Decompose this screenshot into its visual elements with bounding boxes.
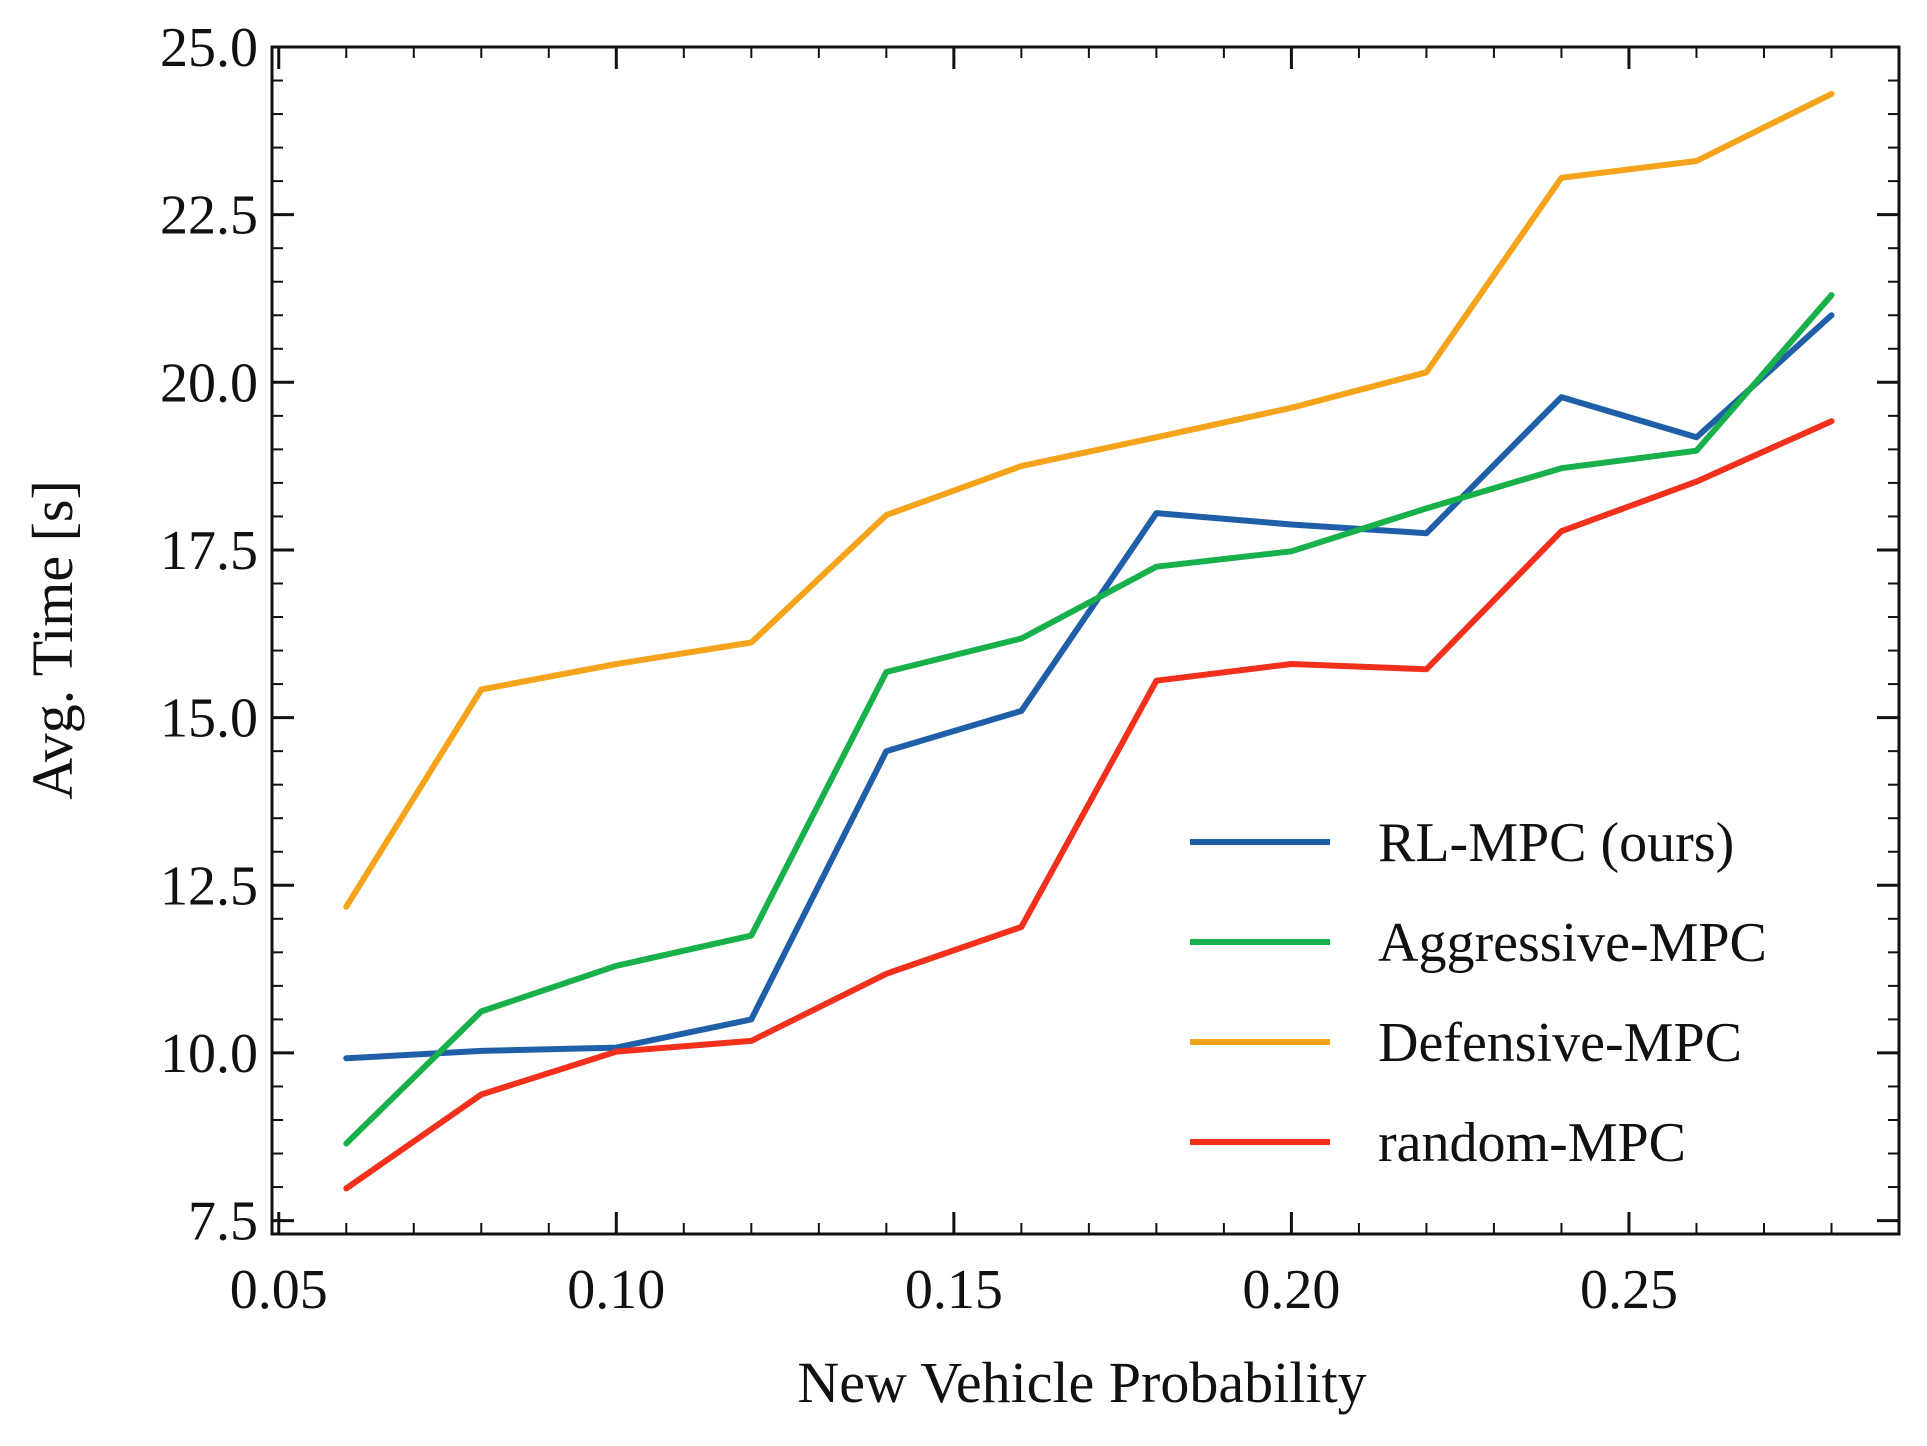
y-tick-labels: 7.5 10.0 12.5 15.0 17.5 20.0 22.5 25.0 bbox=[160, 17, 258, 1253]
y-tick-label-4: 17.5 bbox=[160, 520, 258, 582]
series-line-rl-mpc-ours bbox=[343, 312, 1835, 1062]
plot-frame bbox=[270, 45, 1901, 1236]
y-tick-label-7: 25.0 bbox=[160, 17, 258, 79]
y-tick-label-0: 7.5 bbox=[188, 1191, 258, 1253]
minor-ticks bbox=[272, 47, 1899, 1234]
series-layer bbox=[343, 90, 1835, 1192]
y-tick-label-3: 15.0 bbox=[160, 688, 258, 750]
series-line-defensive-mpc bbox=[343, 90, 1835, 910]
legend: RL-MPC (ours) Aggressive-MPC Defensive-MPC… bbox=[1190, 812, 1767, 1174]
legend-label-0: RL-MPC (ours) bbox=[1378, 812, 1734, 874]
legend-label-2: Defensive-MPC bbox=[1378, 1012, 1742, 1074]
y-tick-label-1: 10.0 bbox=[160, 1023, 258, 1085]
x-tick-label-4: 0.25 bbox=[1580, 1259, 1678, 1321]
legend-label-3: random-MPC bbox=[1378, 1112, 1686, 1174]
legend-label-1: Aggressive-MPC bbox=[1378, 912, 1767, 974]
y-tick-label-2: 12.5 bbox=[160, 855, 258, 917]
x-axis-title: New Vehicle Probability bbox=[797, 1350, 1366, 1415]
series-line-aggressive-mpc bbox=[343, 292, 1835, 1147]
y-axis-title: Avg. Time [s] bbox=[20, 480, 85, 800]
y-tick-label-6: 22.5 bbox=[160, 185, 258, 247]
x-tick-label-1: 0.10 bbox=[567, 1259, 665, 1321]
x-tick-label-0: 0.05 bbox=[230, 1259, 328, 1321]
x-tick-labels: 0.05 0.10 0.15 0.20 0.25 bbox=[230, 1259, 1678, 1321]
series-line-random-mpc bbox=[343, 418, 1835, 1192]
x-tick-label-3: 0.20 bbox=[1242, 1259, 1340, 1321]
x-tick-label-2: 0.15 bbox=[905, 1259, 1003, 1321]
y-tick-label-5: 20.0 bbox=[160, 352, 258, 414]
